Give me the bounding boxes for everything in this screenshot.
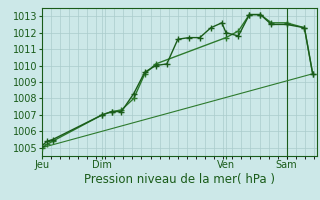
X-axis label: Pression niveau de la mer( hPa ): Pression niveau de la mer( hPa ) bbox=[84, 173, 275, 186]
